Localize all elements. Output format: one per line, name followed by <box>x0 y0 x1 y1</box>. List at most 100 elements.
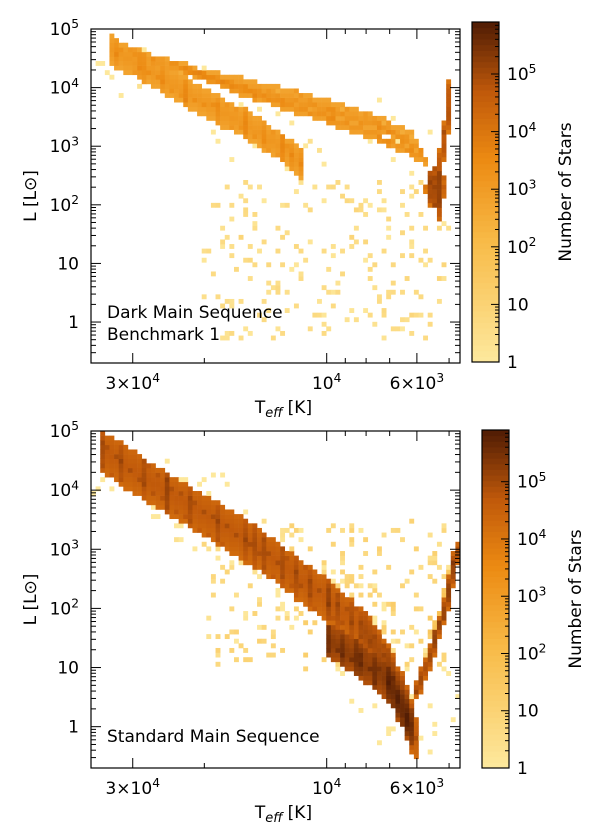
density-cell <box>432 634 438 640</box>
density-cell <box>409 152 415 158</box>
density-cell <box>289 147 295 153</box>
density-cell <box>390 129 396 135</box>
density-cell <box>187 500 193 506</box>
density-cell <box>441 523 447 529</box>
density-cell <box>349 666 355 672</box>
density-cell <box>404 707 410 713</box>
density-cell <box>386 125 392 130</box>
density-cell <box>183 61 189 66</box>
density-cell <box>280 202 286 208</box>
density-cell <box>298 157 304 162</box>
density-cell <box>141 61 147 66</box>
density-cell <box>220 541 226 547</box>
density-cell <box>317 597 322 603</box>
colorbar-tick-label: 103 <box>507 177 536 200</box>
density-cell <box>141 51 147 57</box>
density-cell <box>298 97 304 103</box>
density-cell <box>390 684 396 690</box>
density-cell <box>427 666 433 672</box>
density-cell <box>257 638 262 644</box>
density-cell <box>390 157 396 162</box>
density-cell <box>280 560 286 566</box>
density-cell <box>289 523 295 529</box>
density-cell <box>197 509 202 515</box>
density-cell <box>413 189 419 195</box>
density-cell <box>409 330 415 336</box>
density-cell <box>395 129 401 135</box>
colorbar-tick-label-base: 10 <box>517 473 539 493</box>
density-cell <box>335 615 341 621</box>
density-cell <box>114 449 119 455</box>
density-cell <box>220 239 226 245</box>
density-cell <box>123 449 129 455</box>
density-cell <box>266 93 272 98</box>
density-cell <box>363 257 369 263</box>
colorbar-segment <box>482 638 509 645</box>
colorbar-segment <box>482 508 509 515</box>
density-cell <box>293 527 299 533</box>
density-cell <box>353 647 359 653</box>
density-cell <box>261 541 267 547</box>
density-cell <box>307 592 313 598</box>
density-cell <box>307 587 313 593</box>
density-cell <box>353 620 359 626</box>
density-cell <box>367 583 373 589</box>
density-cell <box>340 671 345 676</box>
density-cell <box>344 666 350 672</box>
density-cell <box>326 638 332 644</box>
density-cell <box>344 125 350 130</box>
colorbar-tick-label: 103 <box>517 584 546 607</box>
density-cell <box>363 647 369 653</box>
density-cell <box>404 721 410 727</box>
density-cell <box>247 129 253 135</box>
density-cell <box>137 83 143 89</box>
density-cell <box>446 79 452 85</box>
colorbar-segment <box>482 700 509 707</box>
colorbar-segment <box>472 129 499 136</box>
density-cell <box>247 184 253 190</box>
density-cell <box>187 486 193 492</box>
colorbar-segment <box>472 311 499 318</box>
density-cell <box>386 643 392 649</box>
density-cell <box>400 230 405 236</box>
density-cell <box>132 47 138 53</box>
density-cell <box>183 88 189 94</box>
density-cell <box>270 634 276 640</box>
density-cell <box>220 125 226 130</box>
x-axis-label: Teff [K] <box>254 398 312 421</box>
density-cell <box>141 47 147 53</box>
density-cell <box>432 721 438 727</box>
density-cell <box>229 509 235 515</box>
density-cell <box>335 629 341 635</box>
density-cell <box>183 102 189 108</box>
density-cell <box>118 449 124 455</box>
density-cell <box>155 467 161 473</box>
density-cell <box>390 125 396 130</box>
density-cell <box>238 335 244 341</box>
density-cell <box>275 289 281 295</box>
density-cell <box>293 569 299 575</box>
density-cell <box>100 435 106 441</box>
density-cell <box>141 79 147 85</box>
density-cell <box>215 532 221 538</box>
density-cell <box>400 694 405 700</box>
colorbar-segment <box>482 649 509 656</box>
density-cell <box>280 574 286 580</box>
density-cell <box>390 527 396 533</box>
density-cell <box>381 129 387 135</box>
density-cell <box>307 102 313 108</box>
density-cell <box>201 504 207 510</box>
x-tick-label-base: 3×10 <box>105 779 152 799</box>
density-cell <box>441 179 447 185</box>
density-cell <box>413 749 419 755</box>
density-cell <box>404 276 410 281</box>
density-cell <box>169 70 175 76</box>
density-cell <box>423 262 429 268</box>
density-cell <box>436 624 442 630</box>
density-cell <box>284 88 290 94</box>
density-cell <box>400 703 405 709</box>
density-cell <box>298 592 304 598</box>
density-cell <box>164 458 170 464</box>
density-cell <box>363 111 369 117</box>
density-cell <box>293 152 299 158</box>
